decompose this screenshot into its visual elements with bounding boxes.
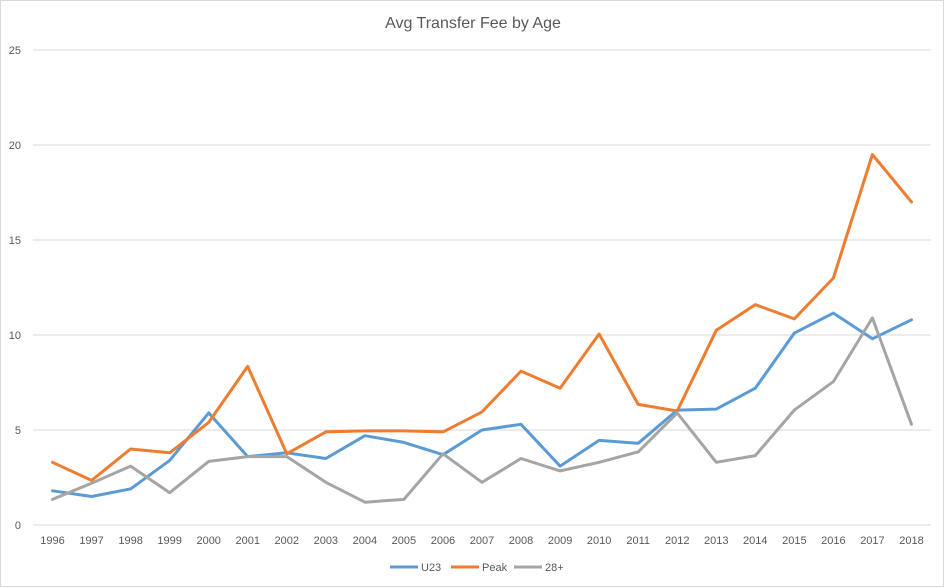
x-tick-label: 2007 — [470, 535, 494, 547]
series-line-peak — [51, 153, 913, 482]
x-tick-label: 2000 — [196, 535, 220, 547]
x-tick-label: 2011 — [626, 535, 650, 547]
x-tick-label: 2016 — [821, 535, 845, 547]
x-tick-label: 1998 — [118, 535, 142, 547]
legend-label: 28+ — [545, 562, 564, 574]
y-tick-label: 10 — [9, 330, 21, 342]
x-tick-label: 2017 — [860, 535, 884, 547]
series-lines — [51, 153, 913, 504]
chart-title: Avg Transfer Fee by Age — [385, 15, 561, 32]
gridlines — [33, 49, 931, 526]
y-tick-label: 20 — [9, 140, 21, 152]
x-tick-label: 1997 — [79, 535, 103, 547]
y-tick-label: 25 — [9, 45, 21, 57]
x-tick-label: 2003 — [314, 535, 338, 547]
legend-label: U23 — [421, 562, 441, 574]
x-tick-label: 2013 — [704, 535, 728, 547]
x-tick-label: 2012 — [665, 535, 689, 547]
y-tick-label: 15 — [9, 235, 21, 247]
x-tick-label: 2001 — [235, 535, 259, 547]
x-tick-label: 2009 — [548, 535, 572, 547]
x-tick-label: 1999 — [157, 535, 181, 547]
x-axis-ticks: 1996 1997 1998 1999 2000 2001 2002 2003 2004 2005… — [40, 535, 923, 547]
x-tick-label: 1996 — [40, 535, 64, 547]
x-tick-label: 2006 — [431, 535, 455, 547]
legend-label: Peak — [482, 562, 508, 574]
y-tick-label: 0 — [15, 520, 21, 532]
x-tick-label: 2008 — [509, 535, 533, 547]
legend: U23 Peak 28+ — [390, 562, 564, 574]
y-tick-label: 5 — [15, 425, 21, 437]
x-tick-label: 2010 — [587, 535, 611, 547]
x-tick-label: 2002 — [275, 535, 299, 547]
y-axis-ticks: 0 5 10 15 20 25 — [9, 45, 21, 532]
x-tick-label: 2018 — [899, 535, 923, 547]
series-line-28- — [51, 316, 913, 504]
x-tick-label: 2005 — [392, 535, 416, 547]
x-tick-label: 2004 — [353, 535, 377, 547]
x-tick-label: 2015 — [782, 535, 806, 547]
series-line-u23 — [51, 311, 913, 498]
x-tick-label: 2014 — [743, 535, 767, 547]
